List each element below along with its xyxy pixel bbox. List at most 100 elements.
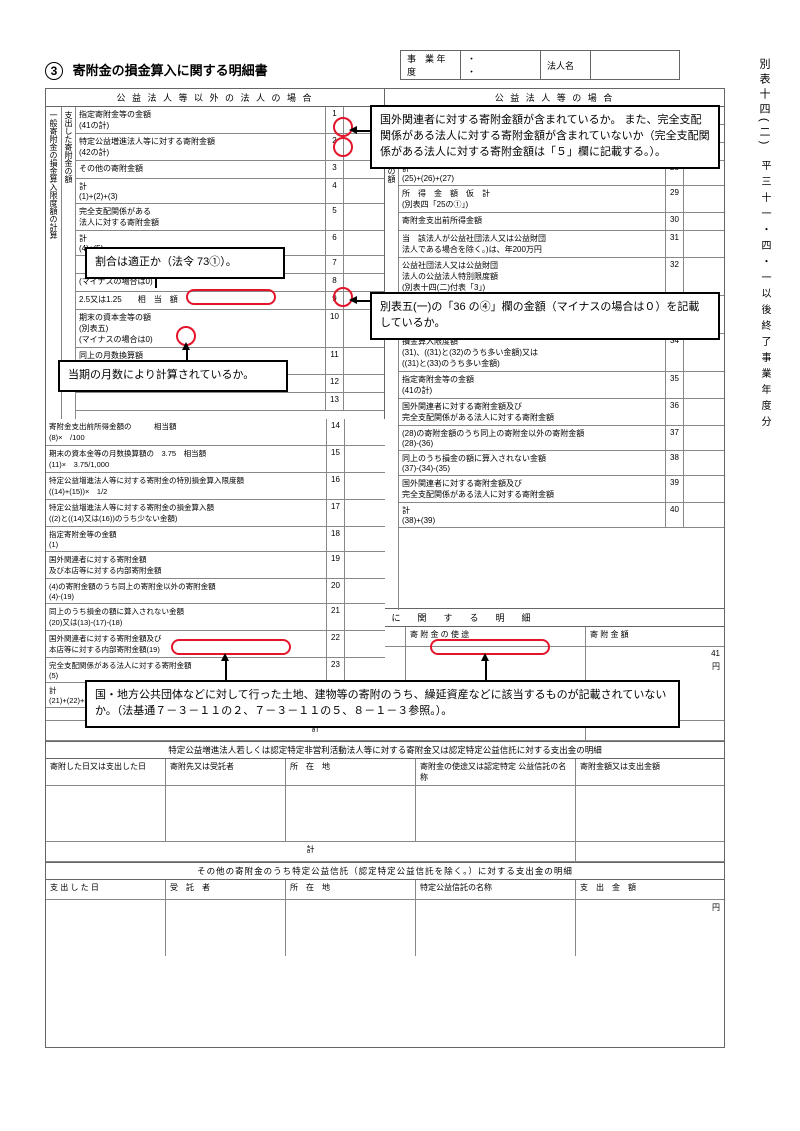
- row-num: 4: [326, 179, 344, 203]
- row-label: 寄附金支出前所得金額の 相当額(8)× /100: [46, 419, 327, 445]
- main-frame: 公 益 法 人 等 以 外 の 法 人 の 場 合 円 一般寄附金の損金算入限度…: [45, 88, 725, 1048]
- row-label: 計(1)+(2)+(3): [76, 179, 326, 203]
- sec4-header-row: 支 出 し た 日 受 託 者 所 在 地 特定公益信託の名称 支 出 金 額: [46, 880, 724, 900]
- table-row: 期末の資本金等の月数換算額の 3.75 相当額(11)× 3.75/1,0001…: [46, 446, 385, 473]
- row-val: [345, 579, 385, 603]
- row-val: [345, 552, 385, 578]
- row-num: 35: [666, 372, 684, 398]
- row-val: [345, 419, 385, 445]
- left-heading: 公 益 法 人 等 以 外 の 法 人 の 場 合: [46, 89, 384, 107]
- row-val: [345, 658, 385, 682]
- row-val: [684, 372, 724, 398]
- row-val: [345, 500, 385, 526]
- table-row: 特定公益増進法人等に対する寄附金の損金算入額((2)と((14)又は(16))の…: [46, 500, 385, 527]
- row-num: 21: [327, 604, 345, 630]
- side-sub-label: 平三十一・四・一以後終了事業年度分: [757, 160, 772, 432]
- row-num: 17: [327, 500, 345, 526]
- sec4-data-rows: 円: [46, 900, 724, 956]
- right-vert-label: 支出した寄附金の額: [385, 107, 399, 610]
- table-row: 計(38)+(39)40: [399, 503, 724, 528]
- sec3-col3: 所 在 地: [286, 759, 416, 785]
- callout-3: 別表五(一)の「36 の④」欄の金額（マイナスの場合は０）を記載しているか。: [370, 292, 720, 340]
- yen: 円: [712, 661, 720, 672]
- row-val: [684, 451, 724, 475]
- red-circle-3: [333, 137, 353, 157]
- row-label: 計(38)+(39): [399, 503, 666, 527]
- row-num: 30: [666, 213, 684, 230]
- table-row: 指定寄附金等の金額(41の計)35: [399, 372, 724, 399]
- arrow4h: [182, 342, 190, 350]
- table-row: 寄附金支出前所得金額の 相当額(8)× /10014: [46, 419, 385, 446]
- sec2-num: 41: [711, 649, 720, 658]
- sec3-header-row: 寄附した日又は支出した日 寄附先又は受託者 所 在 地 寄附金の使途又は認定特定…: [46, 759, 724, 786]
- row-val: [344, 393, 384, 410]
- arrow5ah: [221, 653, 229, 661]
- row-val: [684, 426, 724, 450]
- sec4-col4: 特定公益信託の名称: [416, 880, 576, 899]
- row-val: [684, 213, 724, 230]
- row-label: 指定寄附金等の金額(41の計): [76, 107, 326, 133]
- row-label: その他の寄附金額: [76, 161, 326, 178]
- row-val: [344, 274, 384, 291]
- row-num: 32: [666, 258, 684, 295]
- red-oval-destination: [171, 639, 291, 655]
- period-value: ・・: [461, 51, 541, 79]
- row-val: [684, 258, 724, 295]
- table-row: 計(1)+(2)+(3)4: [76, 179, 384, 204]
- row-val: [344, 204, 384, 230]
- table-row: 指定寄附金等の金額(1)18: [46, 527, 385, 552]
- row-num: 22: [327, 631, 345, 657]
- table-row: (28)の寄附金額のうち同上の寄附金以外の寄附金額(28)-(36)37: [399, 426, 724, 451]
- row-val: [345, 473, 385, 499]
- row-label: 特定公益増進法人等に対する寄附金の損金算入額((2)と((14)又は(16))の…: [46, 500, 327, 526]
- sec4-col2: 受 託 者: [166, 880, 286, 899]
- row-num: 13: [326, 393, 344, 410]
- row-val: [344, 256, 384, 273]
- row-num: 36: [666, 399, 684, 425]
- sec3-total-label: 計: [46, 842, 576, 861]
- row-val: [684, 186, 724, 212]
- sec3-heading: 特定公益増進法人若しくは認定特定非営利活動法人等に対する寄附金又は認定特定公益信…: [46, 742, 724, 759]
- title-text: 寄附金の損金算入に関する明細書: [73, 63, 268, 78]
- row-num: 5: [326, 204, 344, 230]
- row-val: [345, 604, 385, 630]
- table-row: 国外関連者に対する寄附金額及び完全支配関係がある法人に対する寄附金額36: [399, 399, 724, 426]
- arrow3-head: [349, 296, 357, 304]
- row-num: 40: [666, 503, 684, 527]
- red-oval-capital: [186, 289, 276, 305]
- row-num: 39: [666, 476, 684, 502]
- table-row: 同上のうち損金の額に算入されない金額(37)-(34)-(35)38: [399, 451, 724, 476]
- sec3-col4: 寄附金の使途又は認定特定 公益信託の名称: [416, 759, 576, 785]
- sec3-total: 計: [46, 842, 724, 862]
- sec3-col2: 寄附先又は受託者: [166, 759, 286, 785]
- arrow1-head: [349, 126, 357, 134]
- row-label: 国外関連者に対する寄附金額及び本店等に対する内部寄附金額: [46, 552, 327, 578]
- section4: その他の寄附金のうち特定公益信託（認定特定公益信託を除く。）に対する支出金の明細…: [46, 863, 724, 956]
- row-val: [345, 527, 385, 551]
- row-label: 特定公益増進法人等に対する寄附金の特別損金算入限度額((14)+(15))× 1…: [46, 473, 327, 499]
- row-label: 完全支配関係がある法人に対する寄附金額(5): [46, 658, 327, 682]
- row-num: 19: [327, 552, 345, 578]
- callout-5: 国・地方公共団体などに対して行った土地、建物等の寄附のうち、繰延資産などに該当す…: [85, 680, 680, 728]
- table-row: 所 得 金 額 仮 計(別表四「25の①」)29: [399, 186, 724, 213]
- sec4-heading: その他の寄附金のうち特定公益信託（認定特定公益信託を除く。）に対する支出金の明細: [46, 863, 724, 880]
- row-val: [684, 476, 724, 502]
- page-title: 3 寄附金の損金算入に関する明細書: [45, 60, 268, 80]
- row-label: 完全支配関係がある法人に対する寄附金額: [76, 204, 326, 230]
- period-label: 事 業 年 度: [401, 51, 461, 79]
- row-num: 20: [327, 579, 345, 603]
- sec4-col5: 支 出 金 額: [576, 880, 724, 899]
- table-row: 特定公益増進法人等に対する寄附金の特別損金算入限度額((14)+(15))× 1…: [46, 473, 385, 500]
- sec3-col1: 寄附した日又は支出した日: [46, 759, 166, 785]
- row-num: 11: [326, 348, 344, 374]
- sec3-col5: 寄附金額又は支出金額: [576, 759, 724, 785]
- row-label: (4)の寄附金額のうち同上の寄附金以外の寄附金額(4)-(19): [46, 579, 327, 603]
- row-num: 31: [666, 231, 684, 257]
- row-label: 期末の資本金等の額(別表五)(マイナスの場合は0): [76, 310, 326, 347]
- table-row: 寄附金支出前所得金額30: [399, 213, 724, 231]
- corp-label: 法人名: [541, 51, 591, 79]
- row-val: [345, 631, 385, 657]
- table-row: 国外関連者に対する寄附金額及び完全支配関係がある法人に対する寄附金額39: [399, 476, 724, 503]
- sec2-col5: 寄 附 金 額: [586, 627, 724, 646]
- row-label: 寄附金支出前所得金額: [399, 213, 666, 230]
